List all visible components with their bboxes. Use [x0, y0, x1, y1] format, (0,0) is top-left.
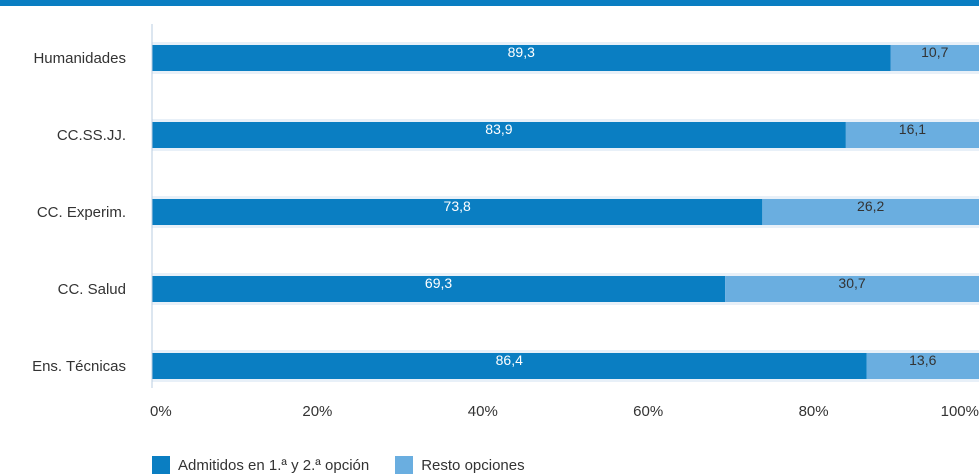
x-tick-label: 20%	[302, 403, 332, 420]
stacked-bar-chart: Humanidades CC.SS.JJ. CC. Experim. CC. Salu…	[32, 24, 979, 420]
value-label-series2: 13,6	[909, 352, 936, 368]
value-label-series2: 30,7	[838, 275, 865, 291]
bar-series1	[152, 199, 763, 225]
value-label-series1: 83,9	[485, 121, 512, 137]
bar-series1	[152, 45, 891, 71]
legend-label-series2: Resto opciones	[421, 456, 525, 474]
x-tick-label: 0%	[150, 403, 172, 420]
x-tick-label: 60%	[633, 403, 663, 420]
category-label: Ens. Técnicas	[32, 358, 126, 375]
bar-series2	[845, 122, 979, 148]
category-label: CC. Experim.	[37, 204, 126, 221]
bar-series2	[866, 353, 979, 379]
legend-label-series1: Admitidos en 1.ª y 2.ª opción	[178, 456, 370, 474]
legend-swatch-series2	[395, 456, 414, 474]
top-rule	[0, 0, 979, 6]
legend-item-series2: Resto opciones	[395, 456, 525, 474]
value-label-series2: 10,7	[921, 44, 948, 60]
x-tick-label: 80%	[799, 403, 829, 420]
category-labels: Humanidades CC.SS.JJ. CC. Experim. CC. Salu…	[32, 50, 126, 375]
value-label-series1: 69,3	[425, 275, 452, 291]
legend-item-series1: Admitidos en 1.ª y 2.ª opción	[152, 456, 369, 474]
x-tick-label: 40%	[468, 403, 498, 420]
bar-series1	[152, 276, 726, 302]
x-axis-ticks: 0% 20% 40% 60% 80% 100%	[150, 403, 979, 420]
bars	[152, 45, 979, 379]
bar-series1	[152, 122, 846, 148]
category-label: CC. Salud	[58, 281, 126, 298]
bar-series2	[890, 45, 979, 71]
value-label-series2: 16,1	[899, 121, 926, 137]
x-tick-label: 100%	[941, 403, 979, 420]
legend-swatch-series1	[152, 456, 170, 474]
category-label: Humanidades	[33, 50, 126, 67]
bar-series1	[152, 353, 867, 379]
value-label-series1: 86,4	[496, 352, 523, 368]
value-label-series1: 73,8	[444, 198, 471, 214]
category-label: CC.SS.JJ.	[57, 127, 126, 144]
value-label-series1: 89,3	[508, 44, 535, 60]
bar-series2	[725, 276, 979, 302]
value-label-series2: 26,2	[857, 198, 884, 214]
legend: Admitidos en 1.ª y 2.ª opción Resto opci…	[152, 454, 525, 476]
value-labels: 89,3 10,7 83,9 16,1 73,8 26,2 69,3 30,7 86,4 13,6	[425, 44, 949, 368]
bar-series2	[762, 199, 979, 225]
